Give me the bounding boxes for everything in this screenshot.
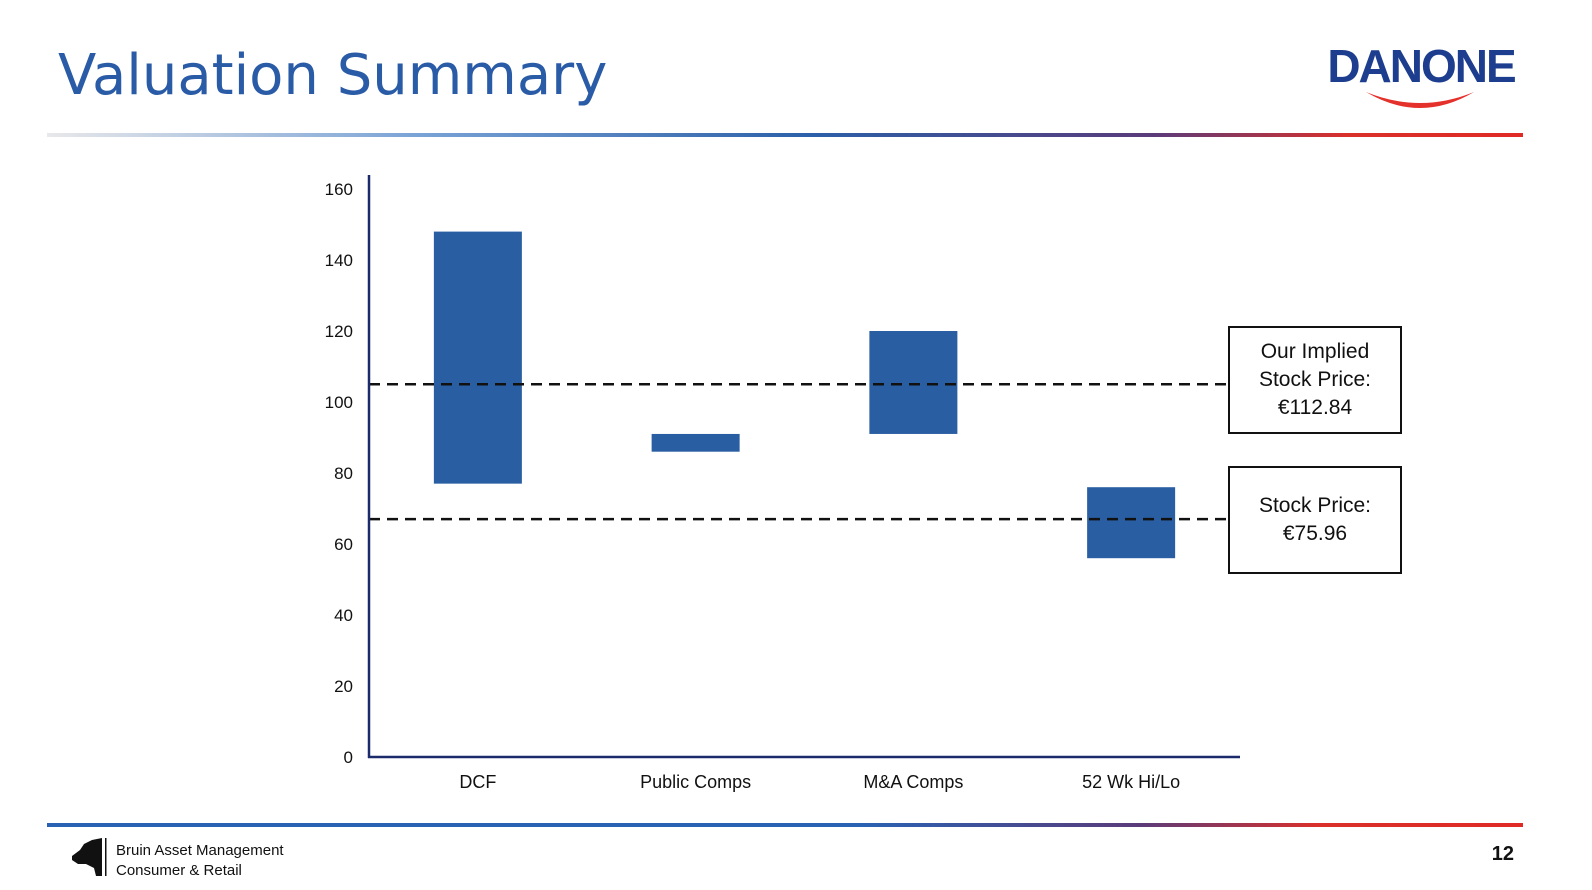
range-bar [1087,487,1176,559]
x-category-label: DCF [459,772,496,792]
y-tick-label: 120 [325,322,353,341]
x-category-label: Public Comps [640,772,751,792]
y-tick-label: 160 [325,180,353,199]
range-bar [651,433,740,452]
y-tick-label: 140 [325,251,353,270]
footer-line-2: Consumer & Retail [116,862,242,879]
danone-logo: DANONE [1310,40,1532,116]
range-bar [433,231,522,484]
y-tick-label: 80 [334,464,353,483]
logo-wordmark: DANONE [1327,40,1516,92]
implied-price-callout: Our Implied Stock Price: €112.84 [1228,326,1402,434]
x-category-label: 52 Wk Hi/Lo [1082,772,1180,792]
footer-divider [47,823,1523,827]
y-tick-label: 60 [334,535,353,554]
x-category-label: M&A Comps [863,772,963,792]
y-tick-label: 0 [344,748,353,767]
page-number: 12 [1491,843,1514,865]
header-divider [47,133,1523,137]
y-tick-label: 20 [334,677,353,696]
current-price-callout: Stock Price: €75.96 [1228,466,1402,574]
range-bar [869,331,958,434]
y-tick-label: 40 [334,606,353,625]
bear-icon [72,838,107,876]
footer-line-1: Bruin Asset Management [116,842,284,859]
logo-smile-icon [1366,92,1474,108]
y-tick-label: 100 [325,393,353,412]
page-title: Valuation Summary [58,43,608,108]
footer-company: Bruin Asset Management Consumer & Retail [116,841,284,881]
